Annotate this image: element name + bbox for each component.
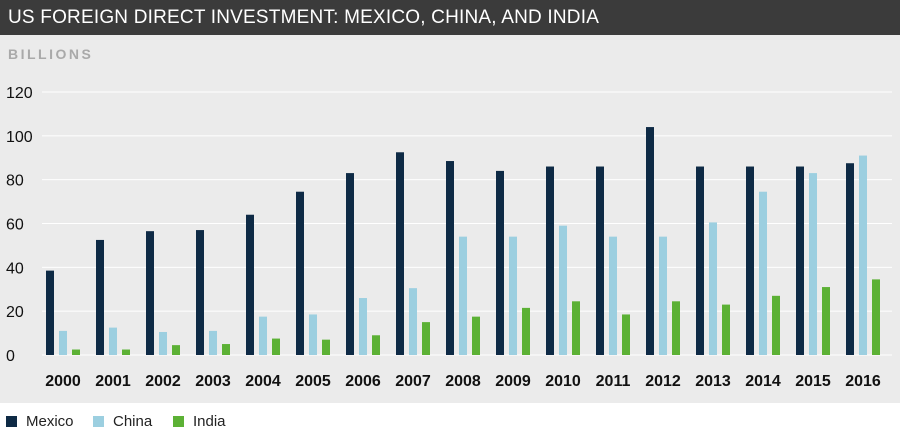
x-tick-label-2015: 2015 (795, 373, 831, 390)
bar-india-2009 (522, 307, 530, 355)
bar-mexico-2012 (646, 127, 654, 355)
bar-mexico-2014 (746, 166, 754, 355)
bar-india-2016 (872, 279, 880, 355)
y-tick-label-60: 60 (6, 217, 24, 234)
legend-item-china: China (93, 412, 152, 430)
bar-mexico-2013 (696, 166, 704, 355)
bar-mexico-2005 (296, 191, 304, 355)
bar-mexico-2009 (496, 170, 504, 355)
x-tick-label-2013: 2013 (695, 373, 731, 390)
bar-china-2003 (209, 330, 217, 355)
bar-mexico-2008 (446, 161, 454, 355)
legend-item-india: India (173, 412, 226, 430)
bar-china-2011 (609, 236, 617, 355)
bar-mexico-2004 (246, 214, 254, 355)
bar-mexico-2007 (396, 152, 404, 355)
legend-item-mexico: Mexico (6, 412, 74, 430)
bar-india-2015 (822, 287, 830, 355)
x-tick-label-2005: 2005 (295, 373, 331, 390)
legend-label-india: India (193, 412, 226, 430)
bar-india-2002 (172, 345, 180, 355)
bar-india-2003 (222, 344, 230, 355)
bar-mexico-2015 (796, 166, 804, 355)
x-tick-label-2016: 2016 (845, 373, 881, 390)
y-tick-label-80: 80 (6, 173, 24, 190)
x-tick-label-2012: 2012 (645, 373, 681, 390)
bar-china-2013 (709, 222, 717, 355)
bar-china-2007 (409, 288, 417, 355)
y-tick-label-20: 20 (6, 304, 24, 321)
bar-mexico-2010 (546, 166, 554, 355)
bar-india-2012 (672, 301, 680, 355)
x-tick-label-2000: 2000 (45, 373, 81, 390)
legend-label-china: China (113, 412, 153, 430)
bar-india-2004 (272, 338, 280, 355)
bar-india-2006 (372, 335, 380, 355)
x-tick-label-2007: 2007 (395, 373, 431, 390)
x-tick-label-2014: 2014 (745, 373, 781, 390)
bar-china-2006 (359, 298, 367, 355)
x-tick-label-2011: 2011 (596, 373, 631, 390)
y-tick-label-40: 40 (6, 260, 24, 277)
bar-china-2005 (309, 314, 317, 355)
bar-china-2014 (759, 191, 767, 355)
bar-india-2010 (572, 301, 580, 355)
bar-mexico-2000 (46, 270, 54, 355)
bar-mexico-2001 (96, 239, 104, 355)
y-tick-label-120: 120 (6, 85, 33, 102)
bar-india-2000 (72, 349, 80, 355)
bar-india-2001 (122, 349, 130, 355)
bar-china-2016 (859, 155, 867, 355)
bar-mexico-2016 (846, 163, 854, 355)
bar-india-2008 (472, 316, 480, 355)
bar-china-2001 (109, 327, 117, 355)
bar-mexico-2011 (596, 166, 604, 355)
y-tick-label-100: 100 (6, 129, 33, 146)
legend-label-mexico: Mexico (26, 412, 74, 430)
bar-chart: 0 20 40 60 80 100 120 2000 2001 2002 2003 2004 2005 2… (6, 85, 892, 390)
x-tick-label-2010: 2010 (545, 373, 581, 390)
bar-india-2014 (772, 295, 780, 355)
china-swatch-icon (93, 415, 104, 427)
bar-mexico-2002 (146, 231, 154, 355)
bar-china-2009 (509, 236, 517, 355)
bar-china-2010 (559, 225, 567, 355)
india-swatch-icon (173, 415, 184, 427)
bar-mexico-2003 (196, 230, 204, 355)
x-tick-label-2008: 2008 (445, 373, 481, 390)
x-tick-label-2003: 2003 (195, 373, 231, 390)
bar-india-2013 (722, 304, 730, 355)
bar-china-2002 (159, 331, 167, 355)
bar-mexico-2006 (346, 173, 354, 355)
bar-china-2004 (259, 316, 267, 355)
bar-china-2015 (809, 173, 817, 355)
x-tick-label-2009: 2009 (495, 373, 531, 390)
legend: Mexico China India (0, 403, 900, 432)
title-bar: US FOREIGN DIRECT INVESTMENT: MEXICO, CH… (0, 0, 900, 35)
bar-india-2011 (622, 314, 630, 355)
x-tick-label-2002: 2002 (145, 373, 181, 390)
x-tick-label-2006: 2006 (345, 373, 381, 390)
bar-india-2005 (322, 339, 330, 355)
mexico-swatch-icon (6, 415, 17, 427)
bar-china-2000 (59, 330, 67, 355)
bar-india-2007 (422, 322, 430, 355)
y-tick-label-0: 0 (6, 348, 15, 365)
chart-title: US FOREIGN DIRECT INVESTMENT: MEXICO, CH… (8, 7, 600, 28)
x-tick-label-2004: 2004 (245, 373, 281, 390)
x-tick-label-2001: 2001 (95, 373, 131, 390)
units-label: BILLIONS (8, 46, 94, 62)
bar-china-2008 (459, 236, 467, 355)
bar-china-2012 (659, 236, 667, 355)
